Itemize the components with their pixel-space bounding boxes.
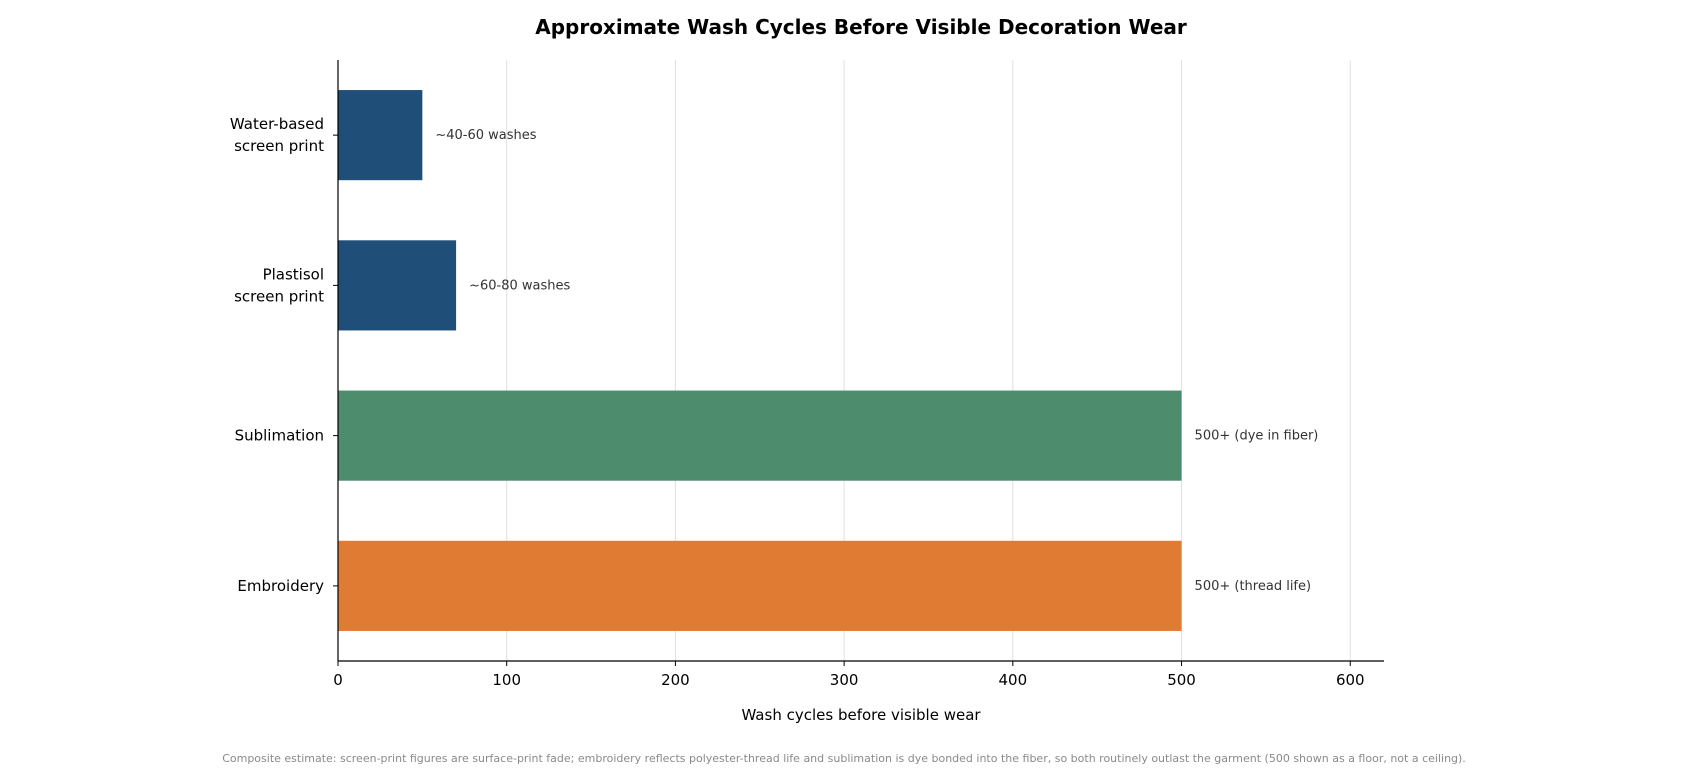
x-tick-label: 300 [830, 671, 859, 689]
category-label-line: screen print [234, 287, 324, 305]
category-labels: Water-based screen print Plastisol screen p… [230, 115, 338, 595]
data-label: 500+ (dye in fiber) [1195, 429, 1319, 444]
data-label: ~60-80 washes [469, 278, 570, 293]
category-label-line: Sublimation [235, 427, 324, 445]
category-label: Sublimation [235, 427, 324, 445]
footnote: Composite estimate: screen-print figures… [222, 752, 1466, 765]
category-label: Plastisol screen print [234, 265, 324, 305]
bars [338, 90, 1182, 631]
category-label-line: Embroidery [237, 577, 324, 595]
axes [337, 60, 1384, 662]
category-label-line: Water-based [230, 115, 324, 133]
bar [338, 540, 1182, 631]
x-tick-label: 600 [1336, 671, 1365, 689]
x-tick-label: 0 [333, 671, 343, 689]
bar [338, 240, 457, 331]
x-tick-label: 500 [1167, 671, 1196, 689]
bar [338, 390, 1182, 481]
x-ticks: 0 100 200 300 400 500 600 [333, 661, 1365, 689]
data-labels: ~40-60 washes ~60-80 washes 500+ (dye in f… [435, 128, 1318, 594]
x-tick-label: 200 [661, 671, 690, 689]
category-label-line: screen print [234, 137, 324, 155]
data-label: 500+ (thread life) [1195, 579, 1312, 594]
x-tick-label: 100 [492, 671, 521, 689]
category-label: Water-based screen print [230, 115, 324, 155]
chart-title: Approximate Wash Cycles Before Visible D… [535, 15, 1187, 39]
data-label: ~40-60 washes [435, 128, 536, 143]
bar [338, 90, 423, 181]
category-label-line: Plastisol [263, 265, 324, 283]
x-axis-label: Wash cycles before visible wear [741, 706, 981, 724]
x-tick-label: 400 [999, 671, 1028, 689]
category-label: Embroidery [237, 577, 324, 595]
